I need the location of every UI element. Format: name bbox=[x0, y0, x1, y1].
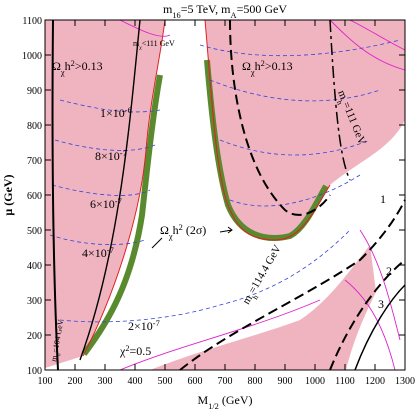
annotation-part: h bbox=[65, 59, 71, 73]
annotation-part: 2×10 bbox=[128, 319, 153, 333]
annotation-part: Ω bbox=[242, 59, 251, 73]
x-tick-label: 200 bbox=[68, 376, 83, 387]
x-tick-label: 1200 bbox=[365, 376, 385, 387]
y-tick-label: 1100 bbox=[22, 16, 42, 27]
x-tick-label: 1300 bbox=[395, 376, 415, 387]
title-part: m bbox=[163, 2, 173, 16]
annotation-part: -7 bbox=[153, 319, 160, 328]
excluded-region bbox=[205, 20, 405, 240]
x-axis-label: M1/2 (GeV) bbox=[197, 393, 252, 411]
y-tick-label: 300 bbox=[27, 296, 42, 307]
contours bbox=[119, 19, 406, 371]
annotation: χ2=0.5 bbox=[119, 344, 151, 359]
annotation-part: h bbox=[255, 59, 261, 73]
annotation-part: m bbox=[49, 354, 59, 362]
x-tick-label: 500 bbox=[158, 376, 173, 387]
annotation: 1×10-6 bbox=[100, 106, 132, 121]
x-tick-label: 700 bbox=[218, 376, 233, 387]
annotation-part: =0.5 bbox=[130, 344, 152, 358]
excluded-region bbox=[150, 245, 376, 370]
annotation-part: -7 bbox=[120, 149, 127, 158]
annotation-part: h bbox=[250, 293, 260, 301]
boundary bbox=[82, 19, 166, 357]
annotation-arrow bbox=[151, 226, 233, 249]
boundary bbox=[204, 19, 331, 241]
y-tick-label: 800 bbox=[27, 121, 42, 132]
annotation-part: -6 bbox=[125, 106, 132, 115]
y-tick-label: 100 bbox=[27, 366, 42, 377]
contours bbox=[49, 39, 401, 323]
annotation-part: 2 bbox=[179, 223, 183, 232]
annotation: 1 bbox=[380, 192, 386, 206]
annotation-part: 6×10 bbox=[90, 197, 115, 211]
x-tick-label: 1000 bbox=[305, 376, 325, 387]
annotation-part: 8×10 bbox=[95, 149, 120, 163]
x-label-part: 1/2 bbox=[208, 402, 219, 411]
y-tick-label: 400 bbox=[27, 261, 42, 272]
annotation: 2×10-7 bbox=[128, 319, 160, 334]
annotation: mχ<111 GeV bbox=[133, 39, 175, 51]
x-tick-label: 300 bbox=[98, 376, 113, 387]
title-part: =5 TeV, m bbox=[181, 2, 231, 16]
annotation: 2 bbox=[386, 264, 392, 278]
annotation: Ωχh2>0.13 bbox=[242, 59, 293, 77]
x-tick-label: 800 bbox=[248, 376, 263, 387]
x-label-part: M bbox=[197, 393, 208, 407]
annotation-part: χ bbox=[139, 45, 142, 51]
y-tick-label: 1000 bbox=[22, 51, 42, 62]
annotation: Ωχh2 (2σ) bbox=[160, 223, 206, 241]
y-tick-label: 200 bbox=[27, 331, 42, 342]
x-tick-label: 100 bbox=[38, 376, 53, 387]
x-tick-label: 400 bbox=[128, 376, 143, 387]
annotation-part: χ bbox=[60, 68, 65, 77]
title-part: 16 bbox=[172, 11, 180, 20]
annotation-part: 1 bbox=[380, 192, 386, 206]
contours bbox=[51, 19, 406, 371]
annotation-part: -7 bbox=[107, 246, 114, 255]
annotation: 8×10-7 bbox=[95, 149, 127, 164]
annotation-part: >0.13 bbox=[265, 59, 293, 73]
annotation-part: h bbox=[173, 223, 179, 237]
annotation: 6×10-7 bbox=[90, 197, 122, 212]
x-tick-label: 1100 bbox=[335, 376, 355, 387]
annotation-part: χ bbox=[250, 68, 255, 77]
annotation-part: m bbox=[133, 39, 140, 48]
annotation-part: χ bbox=[168, 232, 173, 241]
annotation-part: >0.13 bbox=[75, 59, 103, 73]
title-part: =500 GeV bbox=[237, 2, 288, 16]
title-part: A bbox=[231, 11, 237, 20]
chart-title: m16=5 TeV, mA=500 GeV bbox=[163, 2, 287, 20]
annotation-part: h bbox=[335, 99, 345, 106]
annotation-part: 2 bbox=[125, 344, 129, 353]
annotation-part: 2 bbox=[71, 59, 75, 68]
x-tick-label: 900 bbox=[278, 376, 293, 387]
annotation-part: h bbox=[56, 353, 62, 357]
y-axis-label: μ (GeV) bbox=[1, 174, 15, 215]
annotation-part: -7 bbox=[115, 197, 122, 206]
annotation-part: 2 bbox=[261, 59, 265, 68]
annotation-part: 3 bbox=[378, 297, 384, 311]
annotation-part: <111 GeV bbox=[142, 39, 175, 48]
annotation-part: Ω bbox=[52, 59, 61, 73]
annotation: 3 bbox=[378, 297, 384, 311]
y-tick-label: 600 bbox=[27, 191, 42, 202]
x-label-part: (GeV) bbox=[219, 393, 253, 407]
excluded-region bbox=[45, 20, 165, 368]
annotation-part: 1×10 bbox=[100, 106, 125, 120]
annotation-part: Ω bbox=[160, 223, 169, 237]
annotation-part: 2 bbox=[386, 264, 392, 278]
annotation: 4×10-7 bbox=[82, 246, 114, 261]
y-tick-label: 900 bbox=[27, 86, 42, 97]
plot-regions bbox=[44, 19, 406, 371]
annotation-part: χ bbox=[119, 344, 126, 358]
annotation: Ωχh2>0.13 bbox=[52, 59, 103, 77]
annotation-part: 4×10 bbox=[82, 246, 107, 260]
x-tick-label: 600 bbox=[188, 376, 203, 387]
annotation-part: (2σ) bbox=[183, 223, 206, 237]
y-tick-label: 500 bbox=[27, 226, 42, 237]
y-tick-label: 700 bbox=[27, 156, 42, 167]
